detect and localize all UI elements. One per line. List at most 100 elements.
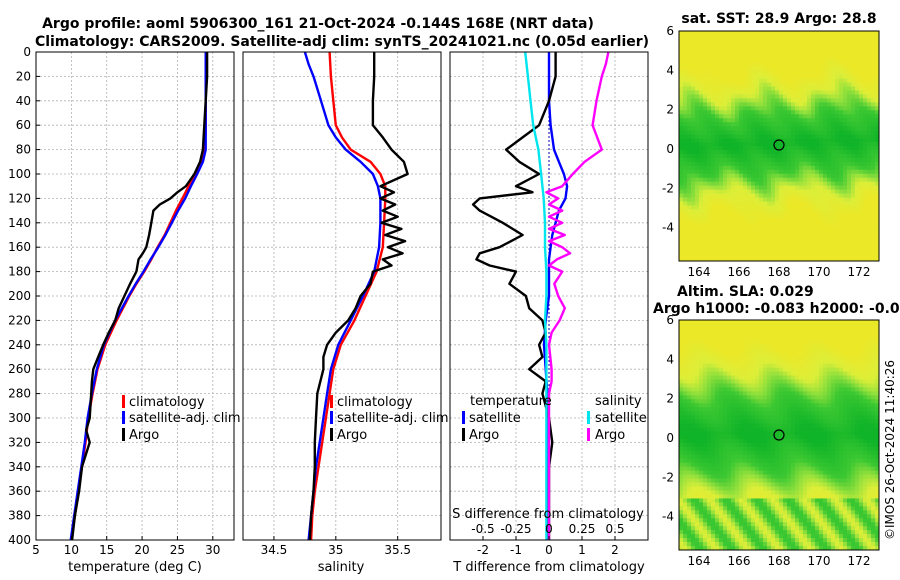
map-cell xyxy=(723,237,728,242)
map-cell xyxy=(867,327,872,333)
map-cell xyxy=(747,70,752,75)
map-cell xyxy=(735,169,740,175)
map-cell xyxy=(791,415,796,420)
map-cell xyxy=(703,225,708,230)
map-cell xyxy=(775,237,780,242)
map-cell xyxy=(859,363,864,368)
map-cell xyxy=(851,391,856,396)
map-cell xyxy=(831,351,836,356)
map-cell xyxy=(779,431,784,436)
map-cell xyxy=(719,446,724,452)
map-cell xyxy=(803,245,808,250)
map-cell xyxy=(771,371,776,376)
map-cell xyxy=(803,331,808,337)
map-cell xyxy=(695,339,700,345)
map-cell xyxy=(847,351,852,356)
map-cell xyxy=(739,169,744,175)
y-tick-label: 320 xyxy=(8,435,31,449)
map-cell xyxy=(715,114,720,119)
map-cell xyxy=(759,387,764,392)
map-cell xyxy=(835,438,840,444)
map-cell xyxy=(699,102,704,107)
map-cell xyxy=(711,355,716,360)
map-cell xyxy=(827,355,832,360)
map-cell xyxy=(739,197,744,202)
map-cell xyxy=(747,387,752,392)
map-cell xyxy=(847,82,852,87)
map-cell xyxy=(727,177,732,182)
map-cell xyxy=(743,249,748,254)
map-cell xyxy=(715,320,720,325)
map-cell xyxy=(683,245,688,250)
map-cell xyxy=(703,201,708,206)
map-cell xyxy=(731,173,736,179)
map-cell xyxy=(779,161,784,167)
map-cell xyxy=(847,383,852,388)
map-cell xyxy=(723,78,728,83)
map-cell xyxy=(787,217,792,222)
map-cell xyxy=(683,42,688,48)
map-cell xyxy=(791,395,796,400)
map-cell xyxy=(743,134,748,139)
map-cell xyxy=(815,257,820,262)
map-cell xyxy=(755,31,760,36)
map-cell xyxy=(847,161,852,167)
map-cell xyxy=(875,209,880,214)
map-cell xyxy=(751,122,756,127)
map-cell xyxy=(747,98,752,103)
map-cell xyxy=(807,383,812,388)
temperature-y-ticks: 0204060801001201401601802002202402602803… xyxy=(8,45,40,547)
map-cell xyxy=(679,153,684,159)
map-cell xyxy=(871,165,876,171)
map-cell xyxy=(875,157,880,163)
map-cell xyxy=(827,221,832,226)
map-cell xyxy=(699,149,704,155)
difference-legend: temperature salinity satellite Argo sate… xyxy=(462,394,647,443)
map-cell xyxy=(839,50,844,56)
map-cell xyxy=(823,435,828,440)
map-cell xyxy=(723,419,728,424)
map-cell xyxy=(863,42,868,48)
map-cell xyxy=(799,462,804,468)
map-cell xyxy=(691,399,696,404)
map-cell xyxy=(859,442,864,448)
map-cell xyxy=(855,138,860,143)
map-cell xyxy=(803,423,808,428)
map-cell xyxy=(867,102,872,107)
map-cell xyxy=(743,221,748,226)
map-cell xyxy=(827,94,832,99)
map-cell xyxy=(691,371,696,376)
map-cell xyxy=(771,169,776,175)
map-cell xyxy=(875,213,880,218)
map-cell xyxy=(735,54,740,60)
map-cell xyxy=(751,375,756,380)
map-cell xyxy=(863,427,868,432)
map-cell xyxy=(763,38,768,44)
map-cell xyxy=(863,367,868,372)
map-cell xyxy=(687,253,692,258)
map-cell xyxy=(775,66,780,71)
map-cell xyxy=(783,110,788,115)
map-cell xyxy=(815,58,820,64)
map-cell xyxy=(827,347,832,353)
map-cell xyxy=(751,359,756,364)
map-cell xyxy=(787,257,792,262)
map-cell xyxy=(791,249,796,254)
map-cell xyxy=(739,351,744,356)
map-cell xyxy=(859,62,864,67)
map-cell xyxy=(811,446,816,452)
map-cell xyxy=(827,126,832,131)
map-cell xyxy=(691,427,696,432)
map-cell xyxy=(835,221,840,226)
map-cell xyxy=(723,462,728,468)
map-cell xyxy=(771,62,776,67)
map-cell xyxy=(723,249,728,254)
map-cell xyxy=(823,54,828,60)
map-cell xyxy=(787,323,792,329)
map-cell xyxy=(695,153,700,159)
map-cell xyxy=(811,387,816,392)
map-cell xyxy=(727,435,732,440)
map-cell xyxy=(859,383,864,388)
map-cell xyxy=(779,130,784,135)
map-cell xyxy=(739,375,744,380)
